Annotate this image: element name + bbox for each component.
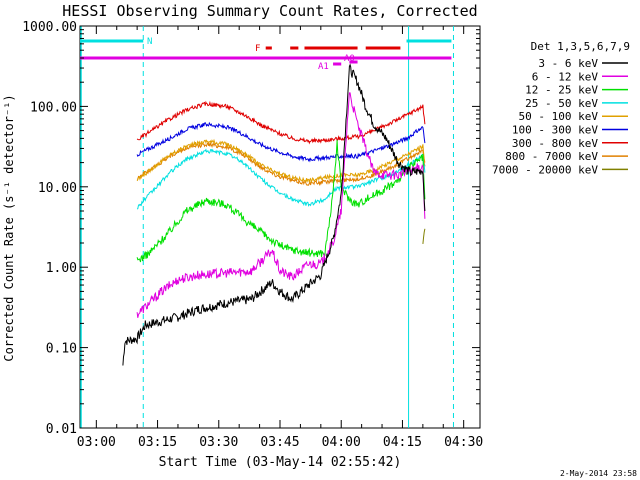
legend-entry-label: 12 - 25 keV [525, 84, 598, 97]
x-tick-label: 03:00 [77, 435, 116, 450]
flag-label: A1 [318, 62, 329, 72]
series-line [422, 228, 426, 244]
flag-label: N [147, 37, 152, 47]
flag-labels: N F A1 A0 [147, 37, 355, 72]
series-lines [122, 63, 426, 366]
series-line [136, 92, 426, 318]
x-tick-label: 04:00 [322, 435, 361, 450]
vertical-markers [80, 26, 454, 428]
legend-entry-label: 7000 - 20000 keV [492, 163, 598, 176]
series-line [136, 121, 426, 163]
legend-header: Det 1,3,5,6,7,9 [531, 40, 630, 53]
legend-entry-label: 300 - 800 keV [512, 137, 598, 150]
x-tick-label: 04:15 [383, 435, 422, 450]
legend-entry-label: 800 - 7000 keV [505, 150, 598, 163]
y-tick-label: 0.01 [46, 422, 77, 437]
flag-label: A0 [344, 54, 355, 64]
legend-entry-label: 50 - 100 keV [519, 110, 599, 123]
legend-entry-label: 25 - 50 keV [525, 97, 598, 110]
y-tick-label: 100.00 [30, 100, 77, 115]
x-axis: 03:00 03:15 03:30 03:45 04:00 04:15 04:30 [77, 26, 483, 450]
x-tick-label: 03:30 [199, 435, 238, 450]
legend-entry-label: 6 - 12 keV [532, 70, 599, 83]
x-axis-label: Start Time (03-May-14 02:55:42) [159, 455, 402, 470]
flag-label: F [255, 44, 260, 54]
y-axis: 0.01 0.10 1.00 10.00 100.00 1000.00 [22, 20, 480, 437]
legend-entry-label: 100 - 300 keV [512, 124, 598, 137]
date-stamp: 2-May-2014 23:58 [560, 469, 637, 478]
y-tick-label: 10.00 [38, 181, 77, 196]
y-tick-label: 1000.00 [22, 20, 77, 35]
x-tick-label: 03:45 [260, 435, 299, 450]
x-tick-label: 04:30 [444, 435, 483, 450]
y-tick-label: 0.10 [46, 342, 77, 357]
y-tick-label: 1.00 [46, 261, 77, 276]
series-line [136, 100, 426, 145]
plot-frame [79, 25, 481, 429]
legend-entry-label: 3 - 6 keV [538, 57, 598, 70]
x-tick-label: 03:15 [138, 435, 177, 450]
series-line [136, 148, 426, 210]
chart-title: HESSI Observing Summary Count Rates, Cor… [62, 2, 477, 20]
flag-bars [80, 39, 452, 66]
series-line [136, 141, 426, 187]
series-line [122, 63, 426, 366]
y-axis-label: Corrected Count Rate (s⁻¹ detector⁻¹) [2, 94, 16, 361]
series-line [136, 140, 426, 263]
